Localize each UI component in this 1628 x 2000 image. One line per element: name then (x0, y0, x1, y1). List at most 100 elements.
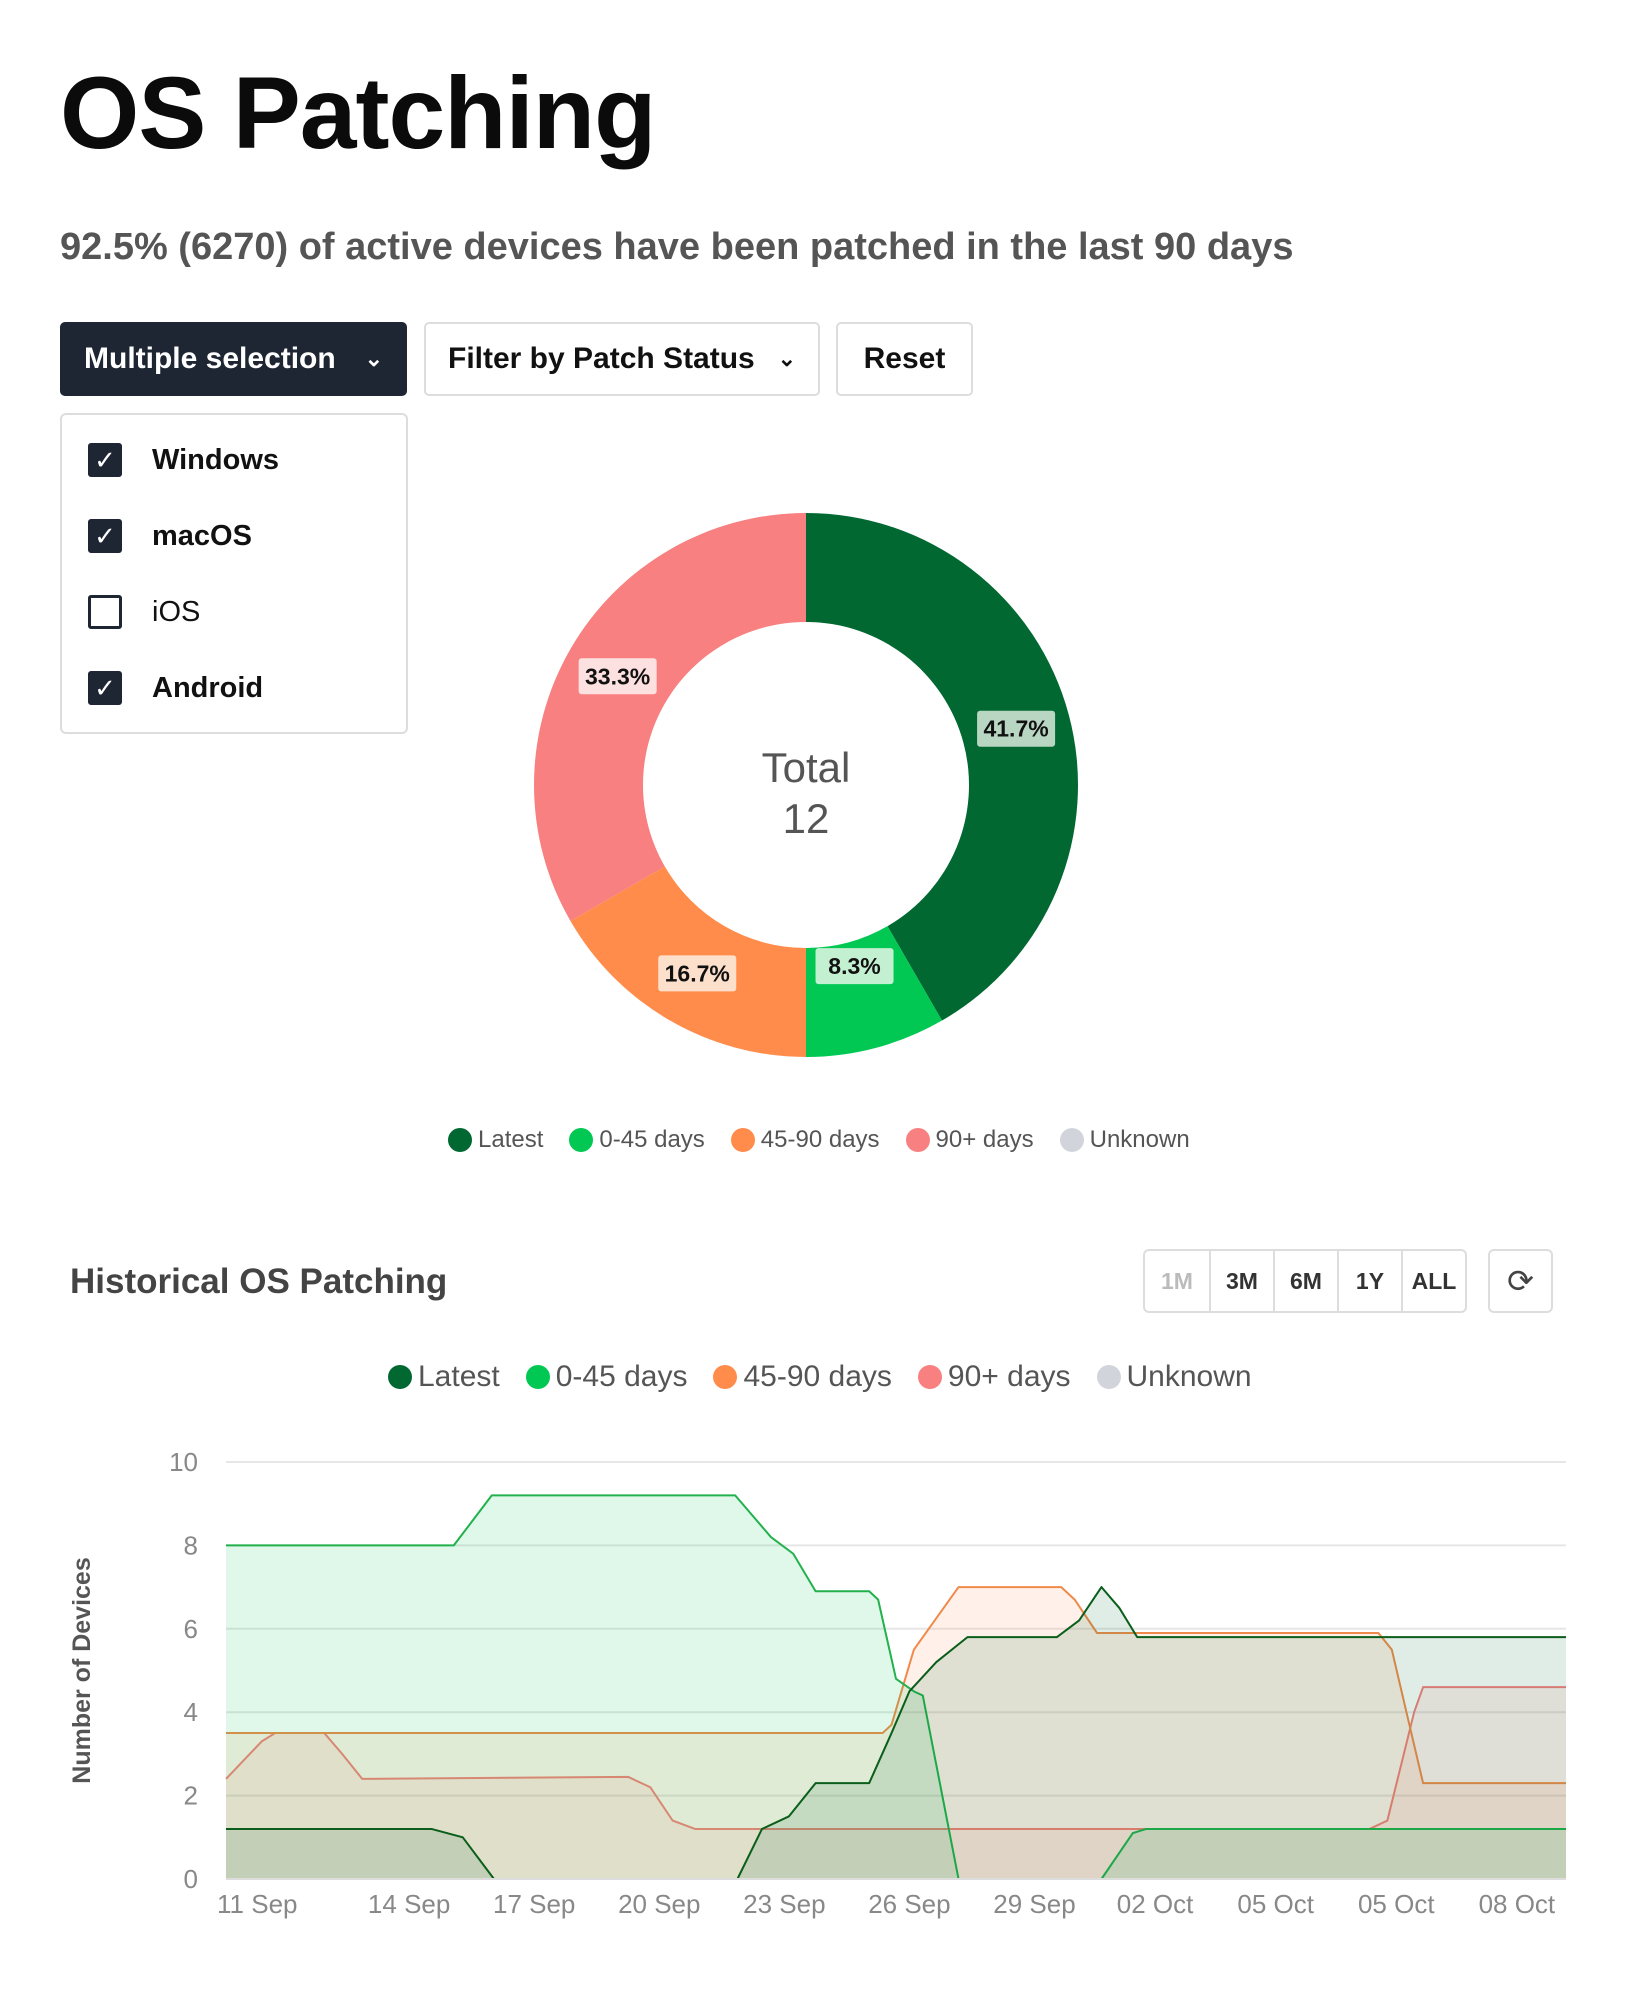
x-tick-label: 08 Oct (1479, 1889, 1556, 1919)
checkbox[interactable] (88, 595, 122, 629)
os-option-macos[interactable]: ✓ macOS (88, 519, 252, 553)
line-45-90-days (226, 1586, 1566, 1785)
legend-item[interactable]: Unknown (1096, 1360, 1252, 1394)
legend-item[interactable]: 45-90 days (730, 1126, 880, 1154)
legend-item[interactable]: Unknown (1059, 1126, 1190, 1154)
area-45-90-days (226, 1587, 1566, 1879)
os-option-android[interactable]: ✓ Android (88, 671, 263, 705)
area-latest (226, 1587, 1566, 1879)
x-tick-label: 26 Sep (868, 1889, 950, 1919)
slice-label: 41.7% (983, 716, 1048, 742)
legend-label: Unknown (1089, 1126, 1190, 1153)
history-title: Historical OS Patching (70, 1262, 448, 1301)
legend-item[interactable]: 90+ days (917, 1360, 1071, 1394)
os-option-label: Android (152, 671, 264, 704)
y-tick-label: 6 (184, 1614, 198, 1644)
os-option-label: iOS (152, 595, 201, 628)
os-option-label: macOS (152, 519, 252, 552)
checkbox[interactable]: ✓ (88, 443, 122, 477)
os-option-label: Windows (152, 443, 280, 476)
history-area-chart: 0 2 4 6 8 10 11 Sep 14 Sep 17 Sep 20 Sep 23 Sep 26 … (68, 1447, 1566, 1919)
y-tick-label: 8 (184, 1530, 198, 1560)
donut-slice (806, 513, 1078, 1021)
legend-item[interactable]: 0-45 days (525, 1360, 688, 1394)
legend-label: 90+ days (947, 1360, 1071, 1393)
os-options-panel: ✓ Windows ✓ macOS iOS ✓ Android (60, 413, 408, 734)
y-tick-label: 2 (184, 1781, 198, 1811)
x-tick-label: 05 Oct (1358, 1889, 1435, 1919)
legend-dot-icon (905, 1128, 930, 1152)
slice-label-bg (658, 955, 737, 992)
range-6m-button[interactable]: 6M (1273, 1251, 1337, 1311)
legend-dot-icon (917, 1365, 942, 1389)
checkbox[interactable]: ✓ (88, 519, 122, 553)
legend-item[interactable]: Latest (448, 1126, 543, 1154)
donut-legend: Latest 0-45 days 45-90 days 90+ days Unknown (448, 1126, 1216, 1154)
legend-label: 0-45 days (555, 1360, 688, 1393)
legend-dot-icon (569, 1128, 594, 1152)
legend-item[interactable]: 0-45 days (569, 1126, 705, 1154)
y-tick-label: 0 (184, 1864, 198, 1894)
legend-label: 45-90 days (760, 1126, 880, 1153)
history-legend: Latest 0-45 days 45-90 days 90+ days Unknown (388, 1360, 1278, 1394)
x-tick-label: 02 Oct (1117, 1889, 1194, 1919)
legend-label: Latest (418, 1360, 500, 1393)
os-multiselect-label: Multiple selection (84, 342, 336, 375)
y-tick-label: 10 (169, 1447, 198, 1477)
y-axis-label: Number of Devices (68, 1557, 96, 1783)
area-0-45-days (226, 1495, 1566, 1879)
range-3m-button[interactable]: 3M (1209, 1251, 1273, 1311)
legend-item[interactable]: 45-90 days (713, 1360, 892, 1394)
x-tick-label: 14 Sep (368, 1889, 450, 1919)
range-all-button[interactable]: ALL (1401, 1251, 1465, 1311)
legend-dot-icon (388, 1365, 412, 1389)
refresh-button[interactable]: ⟳ (1488, 1249, 1553, 1313)
patch-status-filter-label: Filter by Patch Status (448, 342, 755, 375)
x-tick-label: 11 Sep (217, 1889, 297, 1919)
range-1m-button[interactable]: 1M (1161, 1267, 1193, 1294)
donut-slice (534, 513, 806, 921)
legend-label: 0-45 days (599, 1126, 705, 1153)
x-tick-label: 20 Sep (618, 1889, 700, 1919)
page-title: OS Patching (60, 56, 656, 170)
os-option-windows[interactable]: ✓ Windows (88, 443, 279, 477)
legend-label: Latest (478, 1126, 544, 1153)
legend-dot-icon (448, 1128, 472, 1152)
reset-button[interactable]: Reset (836, 322, 973, 396)
slice-label-bg (578, 658, 657, 695)
refresh-icon: ⟳ (1507, 1263, 1534, 1299)
slice-label: 16.7% (665, 960, 730, 986)
x-tick-label: 05 Oct (1237, 1889, 1314, 1919)
checkbox[interactable]: ✓ (88, 671, 122, 705)
x-tick-label: 23 Sep (743, 1889, 825, 1919)
donut-center-title: Total (762, 744, 851, 791)
legend-item[interactable]: Latest (388, 1360, 500, 1394)
x-tick-label: 29 Sep (993, 1889, 1075, 1919)
legend-dot-icon (1059, 1128, 1084, 1152)
legend-label: Unknown (1126, 1360, 1252, 1393)
range-1y-button[interactable]: 1Y (1337, 1251, 1401, 1311)
legend-label: 90+ days (935, 1126, 1034, 1153)
chevron-down-icon: ⌄ (364, 346, 383, 371)
patch-status-filter-dropdown[interactable]: Filter by Patch Status ⌄ (424, 322, 820, 396)
legend-dot-icon (730, 1128, 755, 1152)
legend-label: 45-90 days (743, 1360, 892, 1393)
slice-label: 8.3% (828, 953, 880, 979)
os-option-ios[interactable]: iOS (88, 595, 200, 629)
slice-label: 33.3% (585, 663, 650, 689)
chevron-down-icon: ⌄ (777, 346, 796, 371)
slice-label-bg (977, 710, 1056, 747)
legend-item[interactable]: 90+ days (905, 1126, 1034, 1154)
patch-summary: 92.5% (6270) of active devices have been… (60, 226, 1294, 268)
line-0-45-days (226, 1494, 1566, 1880)
legend-dot-icon (525, 1365, 550, 1389)
x-tick-label: 17 Sep (493, 1889, 575, 1919)
area-90-days (226, 1687, 1566, 1879)
legend-dot-icon (713, 1365, 738, 1389)
os-multiselect-dropdown[interactable]: Multiple selection ⌄ (60, 322, 407, 396)
slice-label-bg (815, 948, 894, 985)
legend-dot-icon (1096, 1365, 1121, 1389)
donut-center-total: 12 (783, 795, 830, 842)
y-tick-label: 4 (184, 1697, 198, 1727)
